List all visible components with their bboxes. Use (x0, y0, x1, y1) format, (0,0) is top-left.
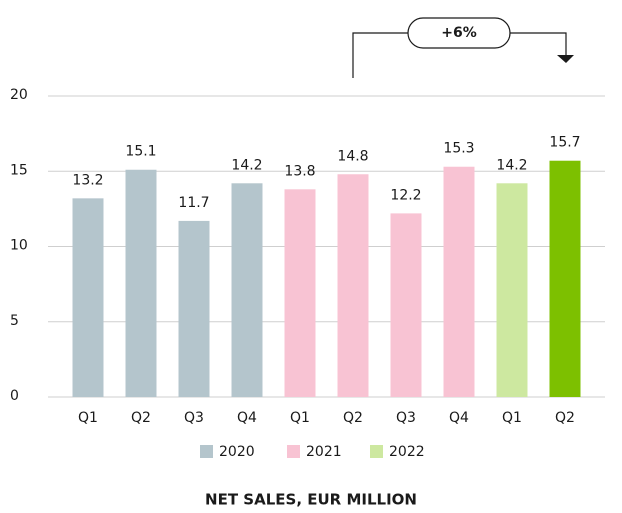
bar (284, 189, 316, 397)
y-tick-label: 15 (10, 162, 28, 178)
data-label: 12.2 (390, 187, 421, 203)
chart-title: NET SALES, EUR MILLION (205, 491, 417, 509)
data-label: 15.7 (549, 135, 580, 151)
y-tick-label: 10 (10, 238, 28, 254)
x-tick-label: Q2 (343, 410, 363, 426)
legend-swatch (370, 445, 383, 458)
data-label: 14.2 (496, 157, 527, 173)
x-tick-label: Q4 (449, 410, 469, 426)
x-tick-label: Q3 (184, 410, 204, 426)
x-tick-label: Q1 (78, 410, 98, 426)
annotation-pill (407, 17, 511, 49)
data-label: 14.2 (231, 157, 262, 173)
data-label: 13.2 (72, 172, 103, 188)
annotation-label: +6% (441, 25, 477, 41)
bar (231, 183, 263, 397)
bar (496, 183, 528, 397)
x-tick-label: Q2 (555, 410, 575, 426)
y-tick-label: 5 (10, 313, 19, 329)
legend-label: 2022 (389, 444, 425, 460)
bar (72, 198, 104, 397)
data-label: 15.1 (125, 144, 156, 160)
bar (443, 166, 475, 397)
x-tick-label: Q1 (502, 410, 522, 426)
data-label: 14.8 (337, 148, 368, 164)
bar (549, 160, 581, 397)
legend-swatch (287, 445, 300, 458)
bar (178, 220, 210, 397)
x-tick-label: Q2 (131, 410, 151, 426)
x-tick-label: Q3 (396, 410, 416, 426)
x-tick-label: Q1 (290, 410, 310, 426)
y-tick-label: 20 (10, 87, 28, 103)
arrow-head (557, 55, 574, 63)
legend-label: 2020 (219, 444, 255, 460)
bar (337, 174, 369, 397)
data-label: 15.3 (443, 141, 474, 157)
data-label: 11.7 (178, 195, 209, 211)
legend-swatch (200, 445, 213, 458)
bar (390, 213, 422, 397)
y-tick-label: 0 (10, 388, 19, 404)
x-tick-label: Q4 (237, 410, 257, 426)
data-label: 13.8 (284, 163, 315, 179)
legend-label: 2021 (306, 444, 342, 460)
bar (125, 169, 157, 397)
